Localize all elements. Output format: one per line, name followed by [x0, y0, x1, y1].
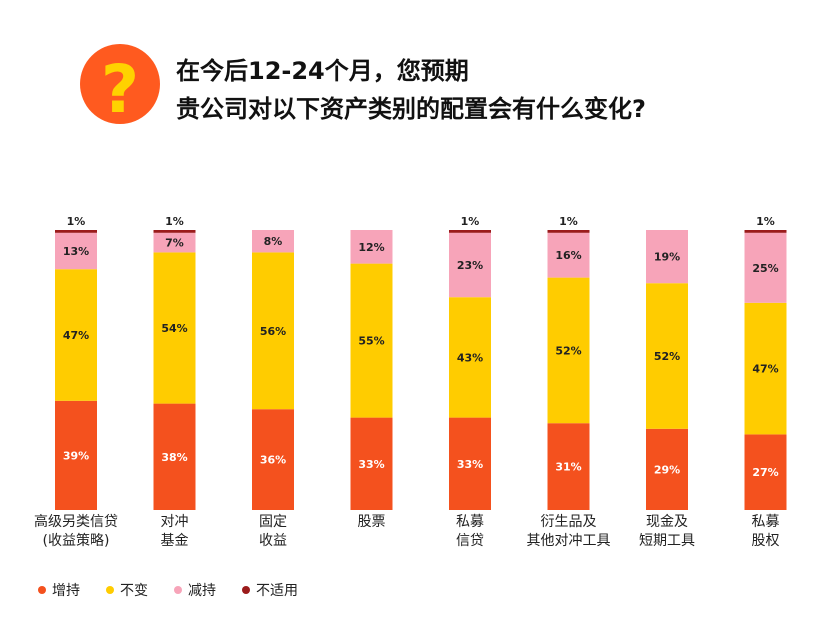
bar-segment — [55, 232, 97, 270]
legend-item: 减持 — [174, 580, 216, 600]
data-label: 39% — [63, 449, 89, 462]
chart-legend: 增持 不变 减持 不适用 — [38, 580, 298, 600]
bar-segment — [252, 230, 294, 253]
data-label: 8% — [264, 235, 283, 248]
legend-label: 减持 — [188, 583, 216, 599]
bar-segment — [252, 409, 294, 510]
data-label: 1% — [165, 215, 184, 228]
bar-segment — [744, 434, 787, 510]
category-label: 私募 — [752, 514, 780, 530]
bar-segment — [547, 277, 590, 424]
legend-item: 不适用 — [242, 580, 298, 600]
question-mark-icon: ? — [80, 44, 160, 126]
data-label: 7% — [165, 237, 184, 250]
bar-segment — [55, 230, 97, 233]
data-label: 43% — [457, 351, 483, 364]
bar-segment — [153, 252, 196, 404]
bar-segment — [744, 302, 787, 435]
bar-segment — [744, 232, 787, 303]
category-label: 股权 — [752, 533, 780, 549]
category-label: 收益 — [259, 533, 287, 549]
bar-segment — [449, 297, 491, 418]
category-label: 对冲 — [161, 514, 189, 530]
bar-segment — [744, 230, 787, 233]
data-label: 55% — [358, 335, 384, 348]
legend-label: 不变 — [120, 583, 148, 599]
bar-segment — [449, 232, 491, 298]
data-label: 1% — [756, 215, 775, 228]
bar-segment — [646, 428, 688, 510]
bar-segment — [55, 269, 97, 401]
category-label: 信贷 — [456, 533, 484, 549]
bar-segment — [153, 232, 196, 253]
bar-segment — [547, 230, 590, 233]
category-label: 高级另类信贷 — [34, 513, 118, 530]
category-label: 私募 — [456, 514, 484, 530]
data-label: 31% — [555, 461, 581, 474]
bar-segment — [449, 417, 491, 510]
legend-dot-icon — [242, 586, 250, 594]
bar-segment — [547, 423, 590, 510]
data-label: 33% — [457, 458, 483, 471]
data-label: 33% — [358, 458, 384, 471]
data-label: 56% — [260, 325, 286, 338]
data-label: 47% — [63, 329, 89, 342]
legend-item: 不变 — [106, 580, 148, 600]
bar-segment — [646, 230, 688, 284]
data-label: 38% — [161, 451, 187, 464]
question-mark-glyph: ? — [101, 51, 139, 126]
category-label: 基金 — [161, 532, 189, 549]
data-label: 25% — [752, 262, 778, 275]
data-label: 12% — [358, 241, 384, 254]
data-label: 16% — [555, 249, 581, 262]
legend-dot-icon — [38, 586, 46, 594]
data-label: 47% — [752, 363, 778, 376]
chart-title-line-1: 在今后12-24个月，您预期 — [176, 57, 469, 85]
bar-segment — [547, 232, 590, 278]
legend-label: 不适用 — [256, 583, 298, 599]
data-label: 36% — [260, 454, 286, 467]
data-label: 27% — [752, 466, 778, 479]
chart-title-line-2: 贵公司对以下资产类别的配置会有什么变化? — [176, 95, 646, 123]
data-label: 54% — [161, 322, 187, 335]
legend-item: 增持 — [38, 580, 80, 600]
legend-label: 增持 — [52, 583, 80, 599]
category-label: 现金及 — [646, 514, 688, 530]
category-label: 固定 — [259, 514, 287, 530]
chart-title: 在今后12-24个月，您预期 贵公司对以下资产类别的配置会有什么变化? — [176, 52, 646, 128]
data-label: 1% — [461, 215, 480, 228]
category-label: (收益策略) — [43, 532, 110, 549]
data-label: 13% — [63, 245, 89, 258]
bar-segment — [449, 230, 491, 233]
category-label: 其他对冲工具 — [527, 533, 611, 549]
category-label: 股票 — [358, 514, 386, 530]
data-label: 52% — [654, 350, 680, 363]
data-label: 1% — [67, 215, 86, 228]
category-label: 短期工具 — [639, 533, 695, 549]
bar-segment — [350, 230, 393, 264]
legend-dot-icon — [106, 586, 114, 594]
bar-segment — [350, 263, 393, 418]
bar-segment — [350, 417, 393, 510]
bar-segment — [55, 400, 97, 510]
bar-segment — [153, 230, 196, 233]
data-label: 19% — [654, 251, 680, 264]
legend-dot-icon — [174, 586, 182, 594]
data-label: 52% — [555, 344, 581, 357]
bar-segment — [252, 252, 294, 410]
data-label: 23% — [457, 259, 483, 272]
data-label: 29% — [654, 463, 680, 476]
data-label: 1% — [559, 215, 578, 228]
bar-segment — [153, 403, 196, 510]
category-label: 衍生品及 — [541, 514, 597, 530]
bar-segment — [646, 283, 688, 429]
